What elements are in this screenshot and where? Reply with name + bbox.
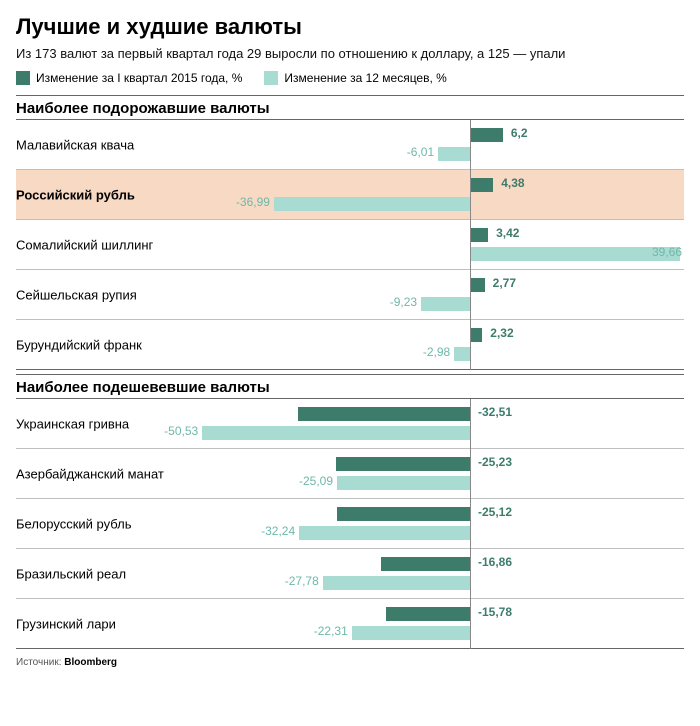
chart-title: Лучшие и худшие валюты — [16, 14, 684, 40]
bar-y12 — [352, 626, 470, 640]
bar-y12 — [421, 297, 470, 311]
chart-bottom: Украинская гривна -32,51 -50,53 Азербайджан… — [16, 398, 684, 649]
bar-q1 — [470, 228, 488, 242]
bar-y12 — [438, 147, 470, 161]
value-label-y12: -2,98 — [423, 345, 450, 359]
bar-q1 — [470, 328, 482, 342]
table-row: Малавийская квача 6,2 -6,01 — [16, 120, 684, 170]
currency-label: Российский рубль — [16, 187, 135, 202]
value-label-q1: -15,78 — [478, 605, 512, 619]
value-label-y12: 39,66 — [652, 245, 682, 259]
table-row: Российский рубль 4,38 -36,99 — [16, 170, 684, 220]
table-row: Сейшельская рупия 2,77 -9,23 — [16, 270, 684, 320]
table-row: Бразильский реал -16,86 -27,78 — [16, 549, 684, 599]
value-label-y12: -6,01 — [407, 145, 434, 159]
bar-q1 — [337, 507, 470, 521]
legend-item-q1: Изменение за I квартал 2015 года, % — [16, 71, 242, 85]
value-label-y12: -22,31 — [314, 624, 348, 638]
value-label-y12: -27,78 — [285, 574, 319, 588]
section-title-bottom: Наиболее подешевевшие валюты — [16, 374, 684, 396]
currency-label: Бурундийский франк — [16, 337, 142, 352]
bar-y12 — [274, 197, 470, 211]
chart-subtitle: Из 173 валют за первый квартал года 29 в… — [16, 46, 684, 61]
table-row: Белорусский рубль -25,12 -32,24 — [16, 499, 684, 549]
currency-label: Сомалийский шиллинг — [16, 237, 153, 252]
currency-label: Украинская гривна — [16, 416, 129, 431]
value-label-q1: 3,42 — [496, 226, 519, 240]
table-row: Азербайджанский манат -25,23 -25,09 — [16, 449, 684, 499]
bar-y12 — [337, 476, 470, 490]
table-row: Украинская гривна -32,51 -50,53 — [16, 399, 684, 449]
bar-q1 — [336, 457, 470, 471]
currency-label: Малавийская квача — [16, 137, 134, 152]
source-line: Источник: Bloomberg — [16, 657, 684, 668]
table-row: Бурундийский франк 2,32 -2,98 — [16, 320, 684, 370]
value-label-y12: -9,23 — [390, 295, 417, 309]
currency-label: Азербайджанский манат — [16, 466, 164, 481]
currency-label: Белорусский рубль — [16, 516, 132, 531]
value-label-y12: -25,09 — [299, 474, 333, 488]
table-row: Грузинский лари -15,78 -22,31 — [16, 599, 684, 649]
bar-q1 — [470, 278, 485, 292]
legend-label-q1: Изменение за I квартал 2015 года, % — [36, 71, 242, 85]
currency-label: Сейшельская рупия — [16, 287, 137, 302]
value-label-y12: -50,53 — [164, 424, 198, 438]
value-label-y12: -36,99 — [236, 195, 270, 209]
table-row: Сомалийский шиллинг 3,42 39,66 — [16, 220, 684, 270]
value-label-q1: -25,23 — [478, 455, 512, 469]
bar-q1 — [298, 407, 470, 421]
bar-q1 — [470, 178, 493, 192]
value-label-y12: -32,24 — [261, 524, 295, 538]
currency-label: Грузинский лари — [16, 616, 116, 631]
legend-item-y12: Изменение за 12 месяцев, % — [264, 71, 446, 85]
bar-q1 — [470, 128, 503, 142]
swatch-y12 — [264, 71, 278, 85]
zero-axis — [470, 120, 471, 370]
bar-y12 — [470, 247, 680, 261]
value-label-q1: -25,12 — [478, 505, 512, 519]
bar-y12 — [299, 526, 470, 540]
value-label-q1: -32,51 — [478, 405, 512, 419]
value-label-q1: 4,38 — [501, 176, 524, 190]
value-label-q1: 2,32 — [490, 326, 513, 340]
bar-y12 — [323, 576, 470, 590]
zero-axis — [470, 399, 471, 649]
bar-y12 — [202, 426, 470, 440]
bar-q1 — [386, 607, 470, 621]
currency-label: Бразильский реал — [16, 566, 126, 581]
bar-q1 — [381, 557, 470, 571]
value-label-q1: 2,77 — [493, 276, 516, 290]
value-label-q1: 6,2 — [511, 126, 528, 140]
bar-y12 — [454, 347, 470, 361]
source-name: Bloomberg — [64, 657, 117, 668]
value-label-q1: -16,86 — [478, 555, 512, 569]
section-title-top: Наиболее подорожавшие валюты — [16, 95, 684, 117]
chart-top: Малавийская квача 6,2 -6,01 Российский рубл… — [16, 119, 684, 370]
swatch-q1 — [16, 71, 30, 85]
legend-label-y12: Изменение за 12 месяцев, % — [284, 71, 446, 85]
legend: Изменение за I квартал 2015 года, % Изме… — [16, 71, 684, 85]
source-prefix: Источник: — [16, 657, 64, 668]
